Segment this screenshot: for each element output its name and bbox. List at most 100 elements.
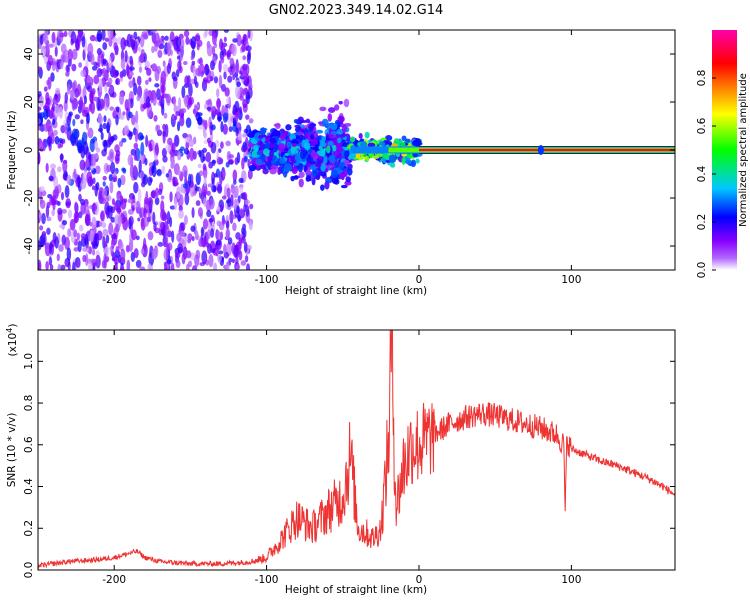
heatmap-cell (169, 191, 173, 203)
heatmap-cell (182, 165, 188, 178)
heatmap-cell (223, 30, 230, 33)
heatmap-cell (216, 97, 221, 110)
heatmap-cell (151, 45, 155, 54)
heatmap-cell (222, 170, 226, 178)
heatmap-cell (173, 115, 178, 121)
top-y-tick-label: -20 (23, 189, 35, 206)
spectrogram-heatmap (38, 30, 675, 270)
heatmap-cell (92, 177, 96, 185)
heatmap-cell (154, 32, 160, 47)
heatmap-cell (64, 123, 68, 135)
heatmap-cell (127, 98, 131, 111)
heatmap-cell (294, 175, 299, 180)
heatmap-cell (57, 166, 62, 173)
heatmap-cell (236, 139, 242, 144)
heatmap-cell (315, 129, 324, 134)
heatmap-cell (199, 57, 203, 66)
heatmap-cell (87, 246, 93, 255)
heatmap-cell (201, 184, 208, 196)
heatmap-cell (131, 39, 136, 51)
heatmap-cell (119, 266, 125, 270)
heatmap-cell (243, 75, 248, 83)
heatmap-cell (103, 253, 107, 266)
heatmap-cell (227, 75, 233, 83)
heatmap-cell (133, 82, 138, 96)
heatmap-cell (248, 118, 254, 124)
heatmap-cell (115, 78, 119, 85)
heatmap-cell (151, 248, 158, 260)
heatmap-cell (206, 43, 213, 57)
heatmap-cell (96, 48, 102, 56)
heatmap-cell (178, 65, 183, 74)
heatmap-cell (166, 63, 171, 75)
heatmap-cell (136, 75, 142, 86)
heatmap-cell (110, 238, 115, 249)
heatmap-cell (129, 164, 134, 178)
heatmap-cell (219, 231, 224, 241)
heatmap-cell (267, 142, 276, 149)
heatmap-cell (81, 35, 86, 48)
heatmap-cell (109, 180, 114, 194)
heatmap-cell (291, 143, 298, 147)
heatmap-cell (139, 266, 146, 270)
heatmap-cell (127, 198, 134, 204)
heatmap-cell (161, 147, 167, 158)
heatmap-cell (76, 232, 80, 241)
heatmap-cell (310, 134, 315, 140)
heatmap-cell (38, 185, 45, 192)
heatmap-cell (298, 171, 305, 178)
heatmap-cell (49, 264, 54, 270)
heatmap-cell (43, 86, 48, 92)
heatmap-cell (350, 136, 356, 143)
heatmap-cell (210, 124, 216, 131)
heatmap-cell (106, 156, 111, 161)
bottom-x-tick-label: 100 (561, 574, 581, 586)
heatmap-cell (291, 166, 298, 174)
heatmap-cell (147, 231, 154, 241)
heatmap-cell (218, 250, 224, 255)
heatmap-cell (81, 109, 88, 117)
heatmap-cell (183, 30, 190, 38)
heatmap-cell (58, 106, 63, 119)
heatmap-cell (247, 168, 253, 180)
heatmap-cell (219, 204, 224, 213)
heatmap-cell (55, 87, 61, 95)
heatmap-cell (204, 30, 208, 37)
heatmap-cell (102, 42, 108, 51)
heatmap-cell (213, 186, 217, 193)
heatmap-cell (194, 34, 201, 42)
heatmap-cell (222, 112, 228, 123)
colorbar-tick-label: 0.0 (696, 262, 708, 279)
heatmap-cell (177, 243, 183, 254)
heatmap-cell (358, 132, 363, 139)
heatmap-cell (73, 168, 77, 179)
heatmap-cell (77, 83, 82, 96)
heatmap-cell (327, 113, 333, 122)
heatmap-cell (166, 259, 172, 265)
heatmap-cell (183, 183, 188, 189)
heatmap-cell (45, 205, 50, 218)
heatmap-cell (67, 48, 73, 62)
heatmap-cell (236, 34, 242, 47)
heatmap-cell (200, 149, 205, 163)
heatmap-cell (51, 102, 55, 112)
bottom-x-tick-label: -200 (102, 574, 126, 586)
heatmap-cell (38, 106, 42, 111)
heatmap-cell (223, 71, 227, 80)
heatmap-cell (178, 97, 182, 111)
heatmap-cell (235, 264, 241, 270)
heatmap-cell (339, 162, 345, 168)
heatmap-cell (239, 95, 245, 101)
heatmap-cell (164, 234, 169, 248)
heatmap-cell (50, 195, 57, 206)
heatmap-cell (64, 185, 70, 198)
heatmap-cell (38, 151, 41, 165)
bottom-x-tick-label: 0 (416, 574, 423, 586)
heatmap-cell (299, 150, 307, 160)
heatmap-cell (163, 112, 168, 119)
heatmap-cell (227, 237, 233, 245)
heatmap-cell (245, 45, 252, 52)
heatmap-cell (44, 101, 50, 112)
heatmap-cell (216, 206, 221, 212)
